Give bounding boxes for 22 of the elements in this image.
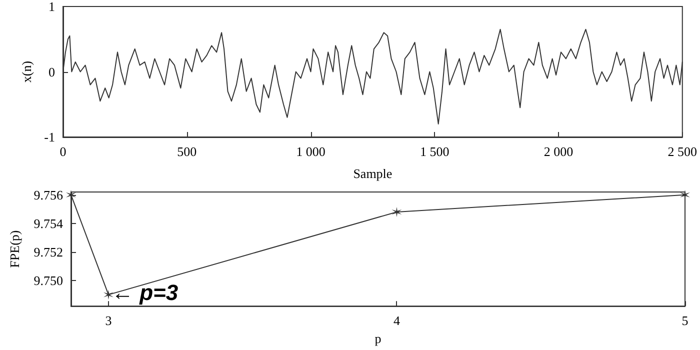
- y-tick-label: 9.752: [34, 244, 63, 260]
- x-tick-label: 2 500: [668, 144, 697, 159]
- y-tick-label: 9.750: [34, 272, 63, 288]
- x-axis-title: Sample: [353, 166, 392, 181]
- x-tick-label: 1 000: [296, 144, 326, 159]
- y-tick-label: 1: [48, 0, 55, 14]
- point: [392, 206, 402, 217]
- y-tick-label: 0: [48, 64, 55, 80]
- y-axis-title: x(n): [19, 60, 34, 83]
- annotation: ← p=3: [111, 280, 178, 306]
- x-tick-label: 500: [177, 144, 197, 159]
- x-tick-label: 3: [105, 313, 112, 328]
- y-axis-title: FPE(p): [7, 230, 22, 268]
- y-tick-label: -1: [44, 130, 55, 144]
- point: [103, 290, 114, 300]
- y-tick-label: 9.756: [34, 187, 64, 202]
- x-tick-label: 5: [682, 313, 688, 328]
- x-tick-label: 4: [393, 313, 400, 328]
- x-tick-label: 1 500: [420, 144, 450, 159]
- x-axis-title: p: [374, 331, 382, 346]
- x-tick-label: 2 000: [544, 144, 574, 159]
- y-tick-label: 9.754: [34, 216, 64, 231]
